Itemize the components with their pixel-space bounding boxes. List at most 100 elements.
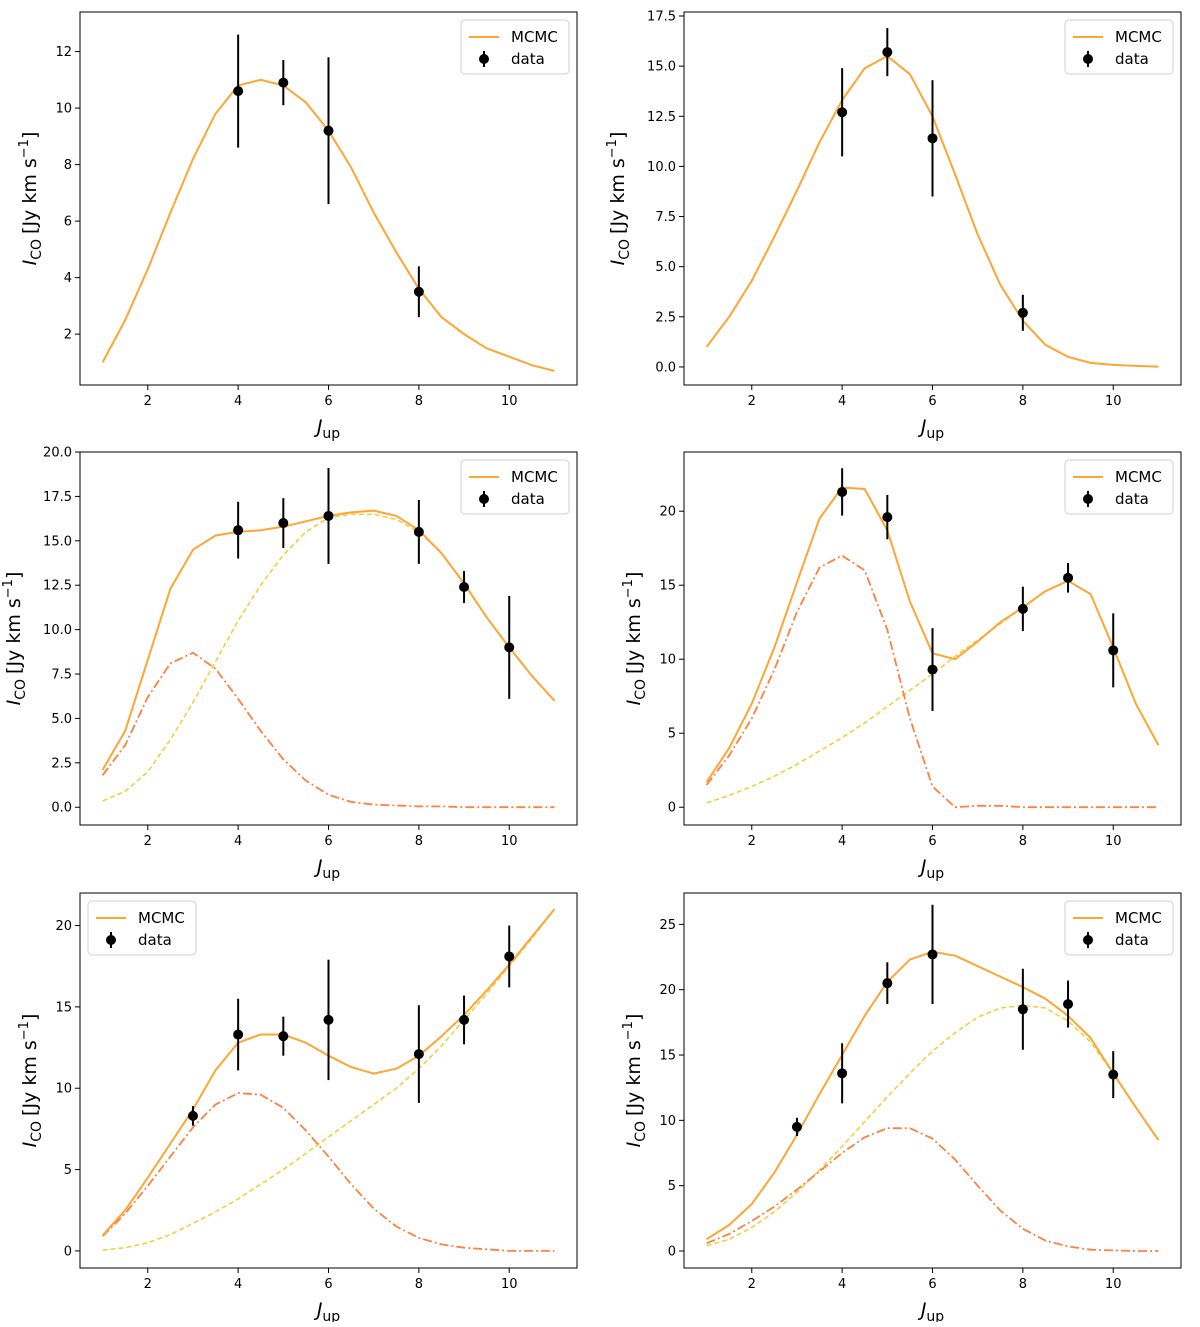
data-point <box>233 86 244 97</box>
data-point <box>1017 307 1028 318</box>
y-tick-label: 6 <box>64 215 72 230</box>
y-axis-label-symbol: I <box>623 699 645 705</box>
chart-panel-bottom-right: 2 4 6 8 10 0 5 10 15 20 25 Jup ICO [Jy km s−1] MCMC dat… <box>621 892 1182 1325</box>
y-axis-label-unit: [Jy km s <box>19 1040 41 1116</box>
y-axis-label-subscript: CO <box>29 239 45 260</box>
y-tick-label: 0 <box>668 1245 676 1260</box>
x-tick-label: 10 <box>1105 834 1122 849</box>
series-line-component-1 <box>101 1092 555 1252</box>
x-axis-label-subscript: up <box>322 1309 340 1322</box>
x-axis-label: Jup <box>313 856 340 882</box>
data-point <box>1017 603 1028 614</box>
y-axis-label-close: ] <box>19 132 41 139</box>
legend-marker-swatch <box>1083 935 1093 945</box>
y-tick-label: 20.0 <box>43 446 72 461</box>
x-axis-label-symbol: J <box>313 416 323 438</box>
x-tick-label: 6 <box>324 394 332 409</box>
data-point <box>504 951 515 962</box>
legend-marker-swatch <box>1083 54 1093 64</box>
legend-label-mcmc: MCMC <box>1115 909 1162 927</box>
y-tick-label: 2.5 <box>655 310 676 325</box>
y-tick-label: 20 <box>55 919 72 934</box>
data-point <box>1108 1069 1119 1080</box>
x-axis-label-subscript: up <box>926 426 944 442</box>
y-axis-label-symbol: I <box>607 259 629 265</box>
x-tick-label: 10 <box>1105 394 1122 409</box>
data-point <box>1017 1004 1028 1015</box>
x-tick-label: 2 <box>144 834 152 849</box>
x-tick-label: 8 <box>415 394 423 409</box>
data-point <box>233 525 244 536</box>
legend-label-data: data <box>511 50 545 68</box>
series-line-component-1 <box>101 651 555 809</box>
data-point <box>233 1029 244 1040</box>
y-tick-label: 10.0 <box>43 623 72 638</box>
x-tick-label: 10 <box>1105 1277 1122 1292</box>
x-tick-label: 6 <box>324 834 332 849</box>
data-point <box>1063 999 1074 1010</box>
data-point <box>278 77 289 88</box>
legend-label-data: data <box>1115 50 1149 68</box>
y-tick-label: 7.5 <box>51 668 72 683</box>
x-tick-label: 8 <box>1019 394 1027 409</box>
y-tick-label: 12 <box>55 45 72 60</box>
y-axis-label-subscript: CO <box>633 1121 649 1142</box>
x-tick-label: 10 <box>501 394 518 409</box>
data-point <box>323 1014 334 1025</box>
x-tick-label: 6 <box>928 394 936 409</box>
y-tick-label: 7.5 <box>655 210 676 225</box>
data-point <box>278 1031 289 1042</box>
x-tick-label: 8 <box>1019 834 1027 849</box>
x-axis-label-subscript: up <box>926 866 944 882</box>
y-axis-label: ICO [Jy km s−1] <box>17 1014 45 1148</box>
y-axis-label-close: ] <box>623 572 645 579</box>
data-point <box>323 125 334 136</box>
legend-label-data: data <box>1115 931 1149 949</box>
legend-label-data: data <box>511 490 545 508</box>
legend: MCMC data <box>1064 19 1174 75</box>
y-tick-label: 5.0 <box>655 260 676 275</box>
data-point <box>187 1110 198 1121</box>
y-axis-label-close: ] <box>3 572 25 579</box>
x-tick-label: 6 <box>324 1277 332 1292</box>
y-axis-label-subscript: CO <box>633 679 649 700</box>
data-point <box>504 642 515 653</box>
x-tick-label: 8 <box>415 1277 423 1292</box>
y-axis-label: ICO [Jy km s−1] <box>17 132 45 266</box>
data-point <box>837 107 848 118</box>
y-tick-label: 17.5 <box>647 10 676 25</box>
y-axis-label-close: ] <box>607 132 629 139</box>
y-tick-label: 25 <box>659 918 676 933</box>
y-tick-label: 15.0 <box>647 60 676 75</box>
y-axis-label: ICO [Jy km s−1] <box>1 572 29 706</box>
data-point <box>459 581 470 592</box>
data-point <box>1108 645 1119 656</box>
chart-panel-middle-left: 2 4 6 8 10 0.0 2.5 5.0 7.5 10.0 12.5 15.0 17.5 20.0 Ju… <box>1 446 578 882</box>
y-tick-label: 5.0 <box>51 712 72 727</box>
x-tick-label: 2 <box>144 394 152 409</box>
data-point <box>927 949 938 960</box>
y-tick-label: 12.5 <box>43 579 72 594</box>
y-tick-label: 5 <box>64 1163 72 1178</box>
x-axis-label: Jup <box>313 1299 340 1322</box>
y-axis-label-exponent: −1 <box>621 1021 636 1040</box>
data-point <box>837 486 848 497</box>
y-tick-label: 10 <box>55 1082 72 1097</box>
y-axis-label-close: ] <box>623 1014 645 1021</box>
x-axis-label-symbol: J <box>313 1299 323 1321</box>
y-tick-label: 0.0 <box>51 801 72 816</box>
data-point <box>791 1121 802 1132</box>
y-tick-label: 2.5 <box>51 756 72 771</box>
y-axis-label-unit: [Jy km s <box>623 598 645 674</box>
x-tick-label: 4 <box>838 834 846 849</box>
data-point <box>882 978 893 989</box>
data-point <box>882 512 893 523</box>
y-axis-label-subscript: CO <box>617 239 633 260</box>
legend-label-data: data <box>138 931 172 949</box>
data-point <box>413 286 424 297</box>
legend-label-mcmc: MCMC <box>511 468 558 486</box>
y-axis-label-unit: [Jy km s <box>623 1040 645 1116</box>
legend-label-mcmc: MCMC <box>1115 468 1162 486</box>
data-point <box>837 1068 848 1079</box>
